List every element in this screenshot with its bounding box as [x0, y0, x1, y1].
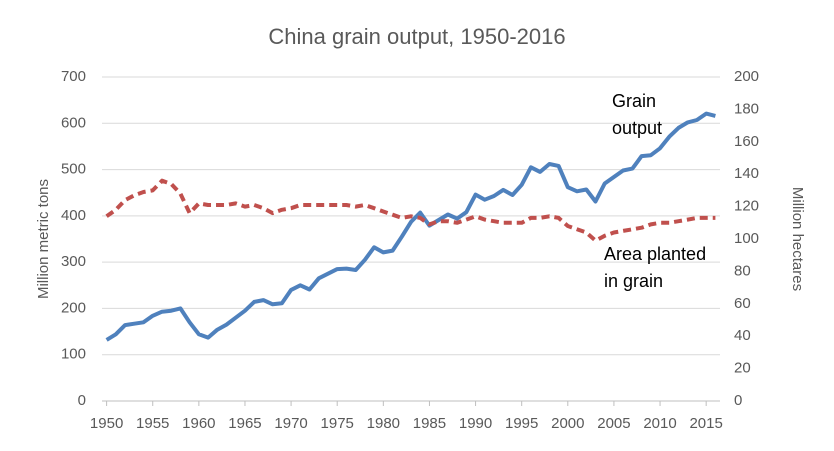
y2-tick-label: 100 — [734, 230, 759, 247]
y-tick-label: 600 — [61, 114, 86, 131]
y-axis-label: Million metric tons — [35, 179, 52, 299]
y-tick-label: 100 — [61, 346, 86, 363]
x-tick-label: 1980 — [367, 415, 400, 432]
y-tick-label: 0 — [78, 392, 86, 409]
y-tick-label: 400 — [61, 207, 86, 224]
annotation: Grain — [612, 91, 656, 111]
y2-tick-label: 0 — [734, 392, 742, 409]
y-tick-label: 200 — [61, 299, 86, 316]
x-tick-label: 1975 — [321, 415, 354, 432]
y2-tick-label: 60 — [734, 295, 751, 312]
y2-tick-label: 120 — [734, 198, 759, 215]
y-tick-label: 700 — [61, 68, 86, 85]
y2-tick-label: 180 — [734, 100, 759, 117]
y-tick-label: 300 — [61, 253, 86, 270]
annotation: output — [612, 118, 662, 138]
annotation: in grain — [604, 271, 663, 291]
x-tick-label: 1960 — [182, 415, 215, 432]
y2-tick-label: 40 — [734, 327, 751, 344]
y2-axis-label: Million hectares — [789, 187, 806, 291]
x-tick-label: 1950 — [90, 415, 123, 432]
x-tick-label: 2000 — [551, 415, 584, 432]
series-line — [105, 111, 716, 342]
x-tick-label: 1985 — [413, 415, 446, 432]
x-tick-label: 2015 — [689, 415, 722, 432]
x-tick-label: 1965 — [228, 415, 261, 432]
y2-tick-label: 160 — [734, 133, 759, 150]
x-tick-label: 1970 — [274, 415, 307, 432]
y2-tick-label: 200 — [734, 68, 759, 85]
series-line — [105, 178, 716, 243]
chart-title: China grain output, 1950-2016 — [268, 24, 565, 49]
x-tick-label: 1995 — [505, 415, 538, 432]
annotation: Area planted — [604, 244, 706, 264]
x-tick-label: 2005 — [597, 415, 630, 432]
y-tick-label: 500 — [61, 161, 86, 178]
y2-tick-label: 20 — [734, 360, 751, 377]
y2-tick-label: 140 — [734, 165, 759, 182]
x-tick-label: 1990 — [459, 415, 492, 432]
x-tick-label: 1955 — [136, 415, 169, 432]
y2-tick-label: 80 — [734, 262, 751, 279]
x-tick-label: 2010 — [643, 415, 676, 432]
